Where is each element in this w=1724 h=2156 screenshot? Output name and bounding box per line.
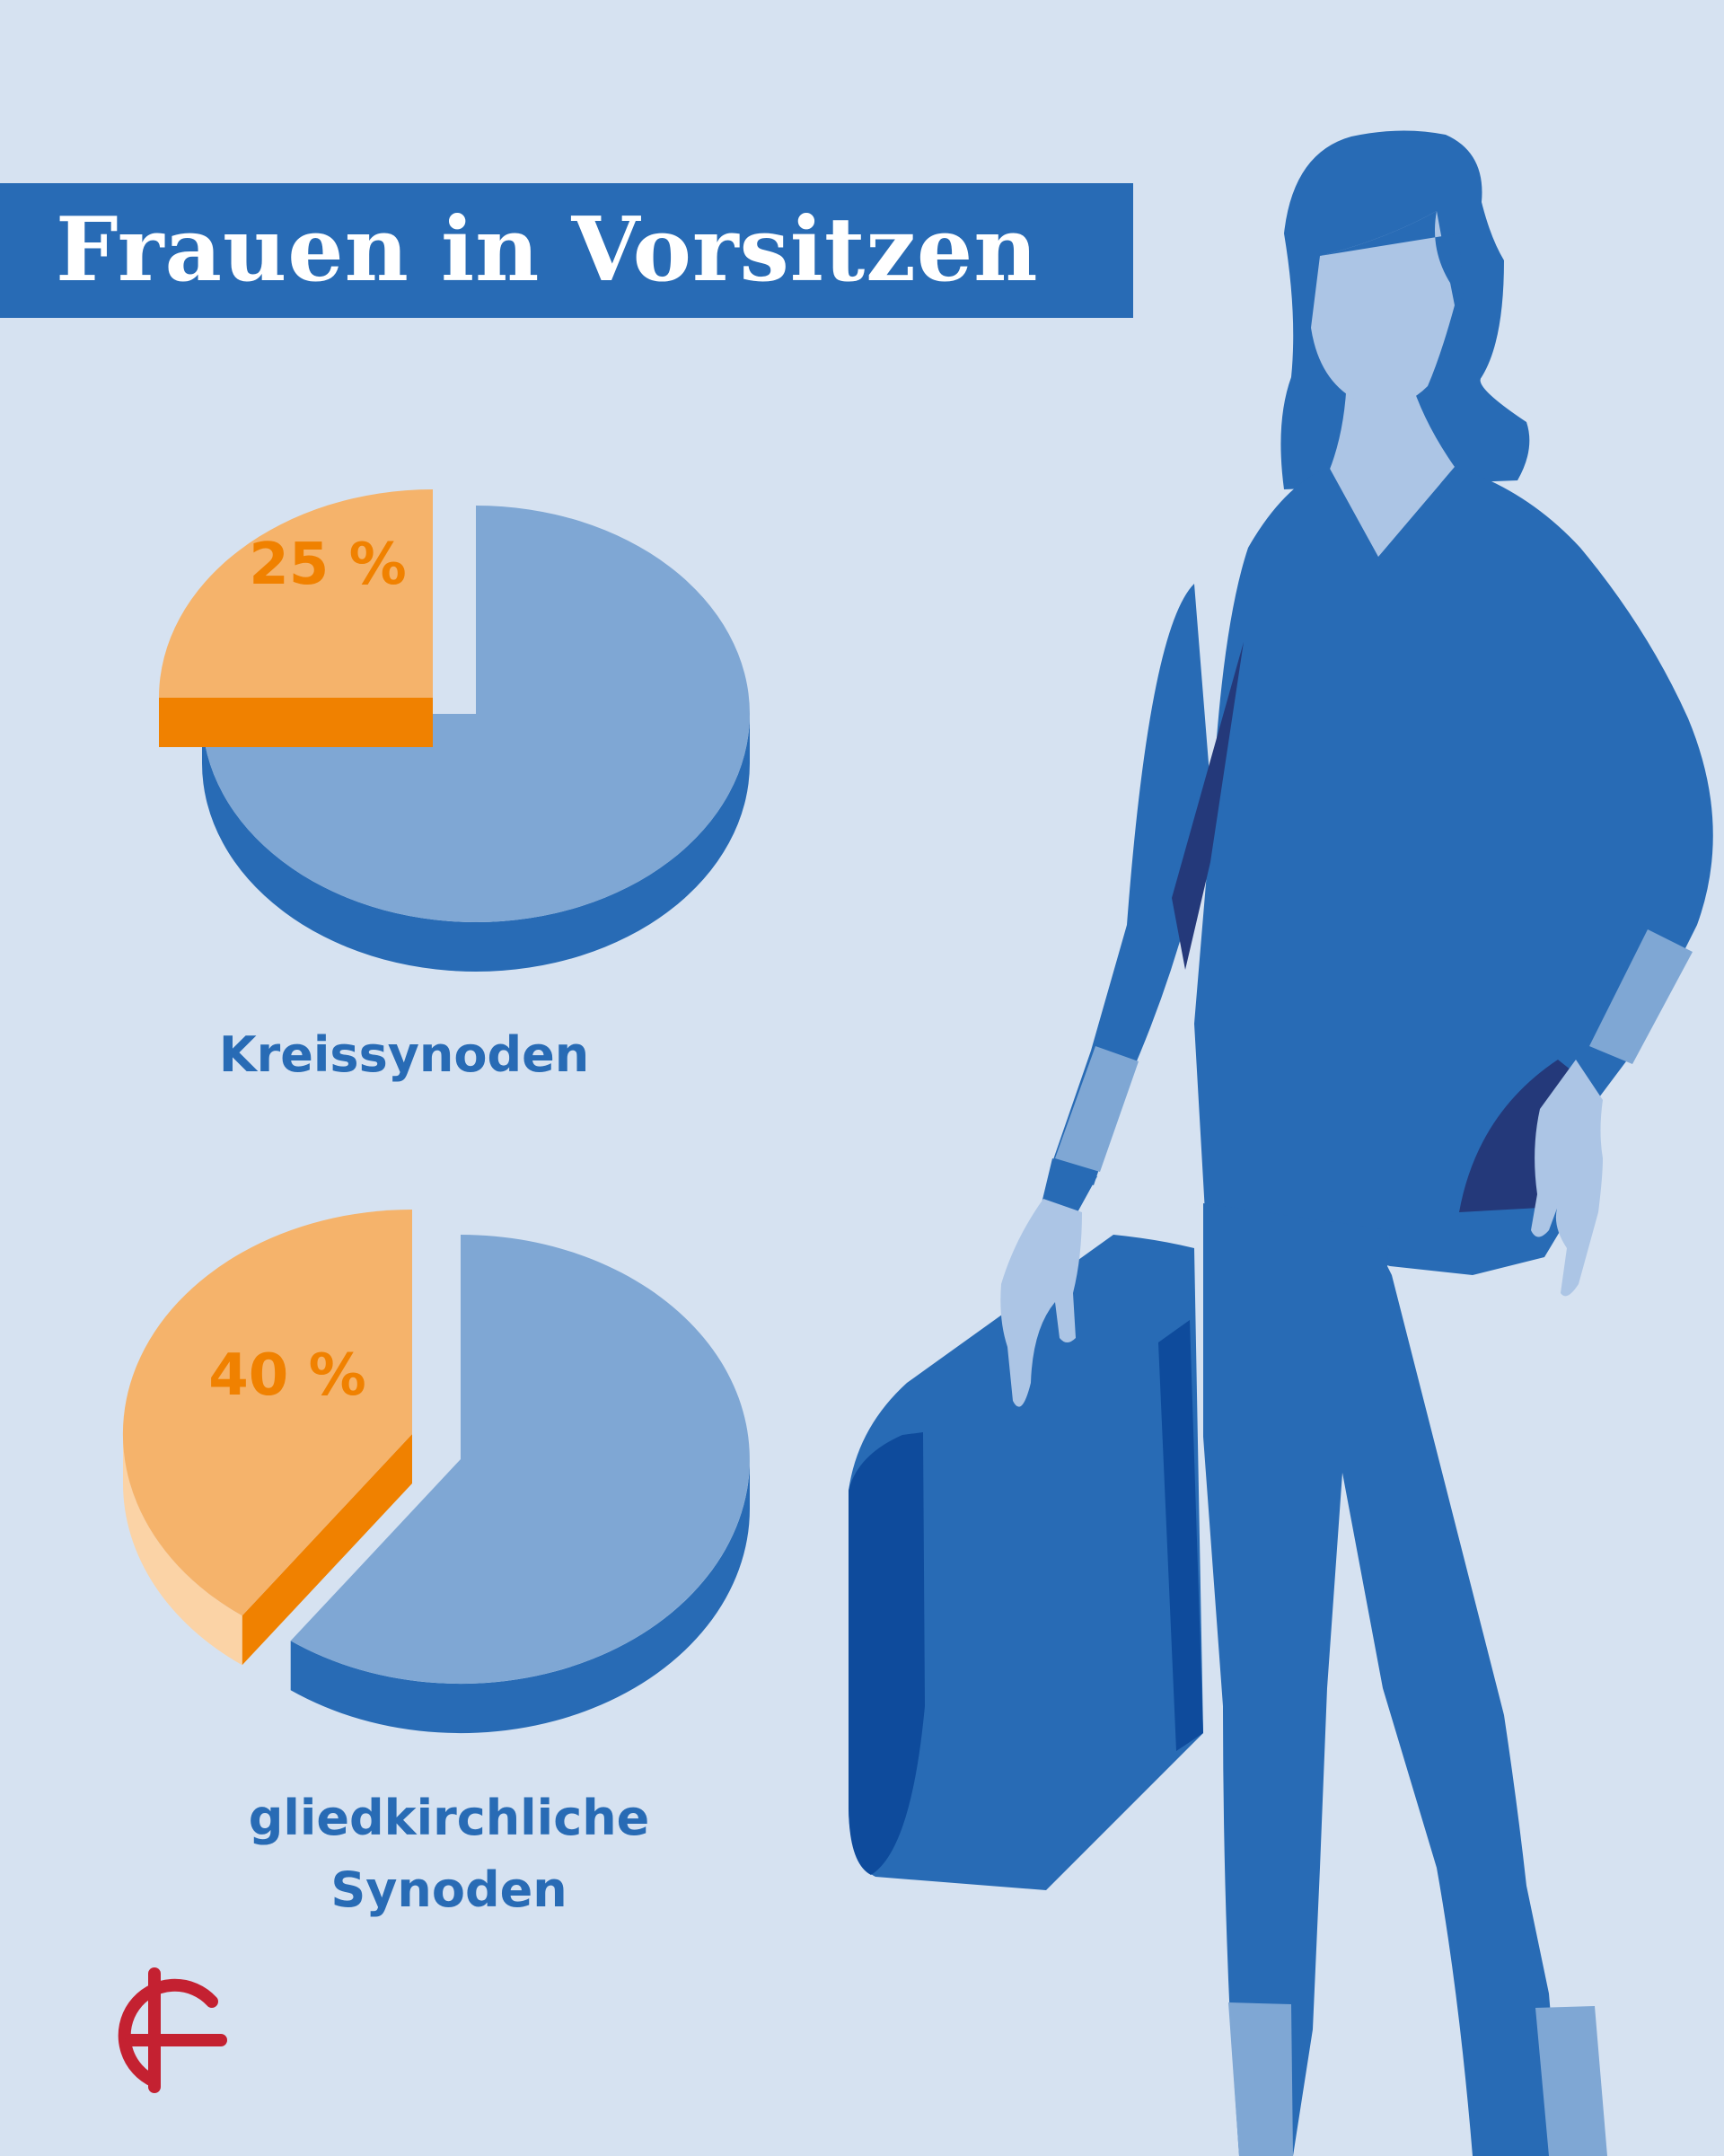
circle-cross-logo (118, 1967, 227, 2093)
pie-chart-kreissynoden: 25 % (159, 489, 750, 972)
pie2-women-slice (122, 1209, 412, 1616)
pie1-rest-side (202, 714, 750, 972)
pie-chart-gliedkirchliche-synoden: 40 % (122, 1209, 751, 1734)
pie2-women-outer-side (122, 1434, 242, 1666)
pie1-caption: Kreissynoden (218, 1026, 590, 1083)
pie1-rest-slice (202, 506, 750, 922)
title-bar: Frauen in Vorsitzen (0, 183, 1133, 318)
pie1-percent-label: 25 % (249, 532, 406, 598)
woman-with-bag-illustration (849, 130, 1713, 2156)
pie1-women-side (159, 698, 433, 747)
page-title: Frauen in Vorsitzen (56, 198, 1039, 302)
pie2-rest-side (290, 1459, 751, 1734)
pie1-women-slice (159, 489, 433, 698)
pie2-rest-slice (290, 1235, 750, 1684)
pie2-women-side (242, 1434, 412, 1666)
pie2-caption-line-2: Synoden (330, 1861, 567, 1918)
pie2-caption-line-1: gliedkirchliche (248, 1790, 650, 1846)
pie2-caption: gliedkirchliche Synoden (207, 1782, 691, 1926)
pie2-percent-label: 40 % (208, 1342, 365, 1409)
